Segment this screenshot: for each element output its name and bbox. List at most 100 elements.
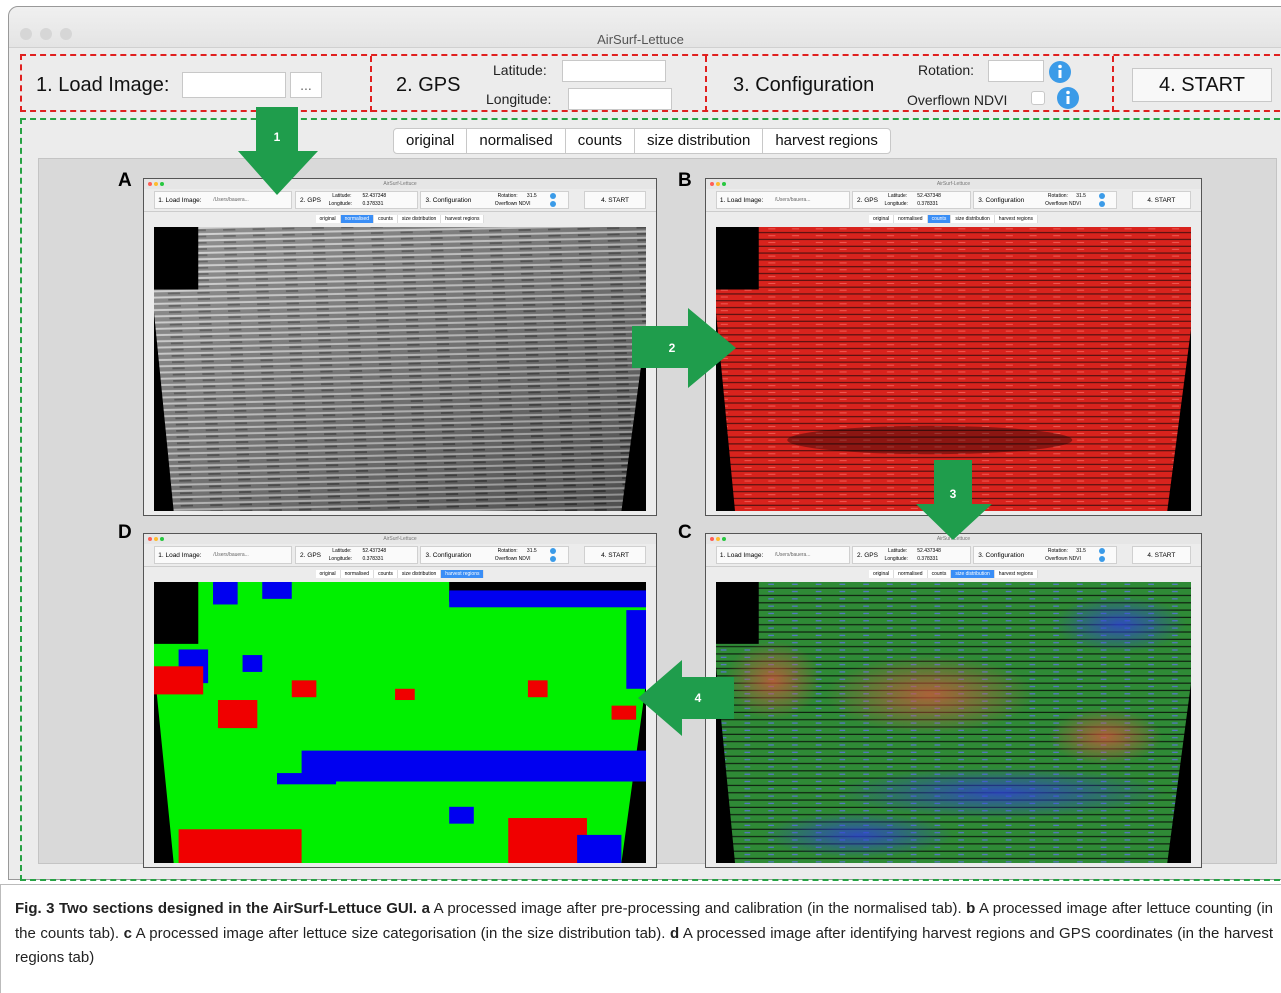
mini-latitude-value: 52.437348 <box>917 548 941 554</box>
info-icon[interactable] <box>1056 86 1080 110</box>
mini-start-button: 4. START <box>1131 191 1192 209</box>
mini-load-section: 1. Load Image: /Users/bauera... <box>715 546 850 564</box>
mini-tab: original <box>869 570 895 578</box>
mini-longitude-label: Longitude: <box>884 201 908 207</box>
mini-start-label: 4. START <box>601 197 629 204</box>
arrow-2: 2 <box>632 308 736 388</box>
mini-rotation-label: Rotation: <box>497 193 518 199</box>
tab[interactable]: original <box>394 129 468 153</box>
mini-tab: size distribution <box>951 570 995 578</box>
tab[interactable]: normalised <box>467 129 566 153</box>
window-minimize[interactable] <box>40 28 52 40</box>
panel-letter: B <box>678 170 692 191</box>
mini-tab: harvest regions <box>441 215 485 223</box>
tab[interactable]: size distribution <box>635 129 764 153</box>
separator <box>705 56 709 112</box>
mini-info-icon <box>550 548 557 554</box>
mini-tab: normalised <box>894 215 928 223</box>
arrow-label: 1 <box>274 130 281 144</box>
longitude-label: Longitude: <box>486 91 552 107</box>
window-zoom[interactable] <box>60 28 72 40</box>
mini-info-icon <box>1098 201 1105 207</box>
mini-start-label: 4. START <box>1147 552 1176 559</box>
mini-path: /Users/bauera... <box>774 552 811 558</box>
mini-rotation-value: 31.5 <box>526 548 537 554</box>
caption-letter: d <box>669 924 680 942</box>
mini-gps-section: 2. GPS Latitude: 52.437348 Longitude: 0.3783… <box>295 191 418 209</box>
mini-info-icon <box>550 193 557 199</box>
load-image-label: 1. Load Image: <box>36 74 170 96</box>
mini-load-section: 1. Load Image: /Users/bauera... <box>154 191 293 209</box>
mini-info-icon <box>1098 193 1105 199</box>
mini-gps-label: 2. GPS <box>300 197 321 204</box>
tab[interactable]: counts <box>566 129 635 153</box>
mini-toolbar: 1. Load Image: /Users/bauera... 2. GPS Lat… <box>706 189 1201 212</box>
mini-tab: normalised <box>340 570 375 578</box>
rotation-label: Rotation: <box>918 62 975 78</box>
mini-load-label: 1. Load Image: <box>158 197 202 204</box>
mini-gps-section: 2. GPS Latitude: 52.437348 Longitude: 0.3783… <box>852 546 971 564</box>
start-button[interactable]: 4. START <box>1132 68 1272 102</box>
mini-latitude-value: 52.437348 <box>362 548 387 554</box>
mini-tab: counts <box>927 570 952 578</box>
latitude-input[interactable] <box>562 60 666 82</box>
figure-caption: Fig. 3 Two sections designed in the AirS… <box>0 884 1281 993</box>
mini-configuration-label: 3. Configuration <box>425 552 472 559</box>
mini-overflown-label: Overflown NDVI <box>494 201 531 207</box>
field-image-graphic <box>154 227 646 511</box>
mini-path: /Users/bauera... <box>213 552 249 558</box>
mini-tab-bar: original normalised counts size distributio… <box>144 212 656 226</box>
field-image <box>716 582 1191 863</box>
mini-gps-section: 2. GPS Latitude: 52.437348 Longitude: 0.3783… <box>852 191 971 209</box>
mini-tab: counts <box>927 215 952 223</box>
arrow-label: 2 <box>669 341 676 355</box>
arrow-label: 4 <box>695 691 702 705</box>
mini-configuration-label: 3. Configuration <box>978 197 1025 204</box>
mini-tab-bar: original normalised counts size distributio… <box>706 212 1201 226</box>
mini-tab: size distribution <box>397 570 442 578</box>
window-title: AirSurf-Lettuce <box>597 32 684 47</box>
longitude-input[interactable] <box>568 88 672 110</box>
mini-window-title: AirSurf-Lettuce <box>936 181 971 187</box>
field-image-graphic <box>716 582 1191 863</box>
caption-letter: a <box>421 900 430 917</box>
mini-longitude-value: 0.378331 <box>362 201 384 207</box>
mini-start-label: 4. START <box>1147 197 1176 204</box>
mini-rotation-value: 31.5 <box>526 193 537 199</box>
separator <box>370 56 374 112</box>
mini-info-icon <box>1098 548 1105 554</box>
mini-tab: harvest regions <box>441 570 485 578</box>
mini-latitude-label: Latitude: <box>332 193 352 199</box>
window-close[interactable] <box>20 28 32 40</box>
image-path-input[interactable] <box>182 72 286 98</box>
mini-tab: harvest regions <box>994 215 1038 223</box>
overflown-checkbox[interactable] <box>1031 91 1045 105</box>
mini-load-section: 1. Load Image: /Users/bauera... <box>154 546 293 564</box>
mini-toolbar: 1. Load Image: /Users/bauera... 2. GPS Lat… <box>706 544 1201 567</box>
mini-start-button: 4. START <box>1131 546 1192 564</box>
rotation-input[interactable] <box>988 60 1044 82</box>
mini-longitude-value: 0.378331 <box>917 556 939 562</box>
tab-bar: original normalised counts size distributio… <box>393 128 891 154</box>
mini-rotation-label: Rotation: <box>1047 548 1068 554</box>
mini-config-section: 3. Configuration Rotation: 31.5 Overflown N… <box>973 191 1117 209</box>
mini-info-icon <box>550 201 557 207</box>
mini-config-section: 3. Configuration Rotation: 31.5 Overflown N… <box>973 546 1117 564</box>
info-icon[interactable] <box>1048 60 1072 84</box>
toolbar-highlight <box>20 54 1281 112</box>
arrow-4: 4 <box>638 660 734 736</box>
mini-title-bar: AirSurf-Lettuce <box>144 534 656 544</box>
mini-start-button: 4. START <box>584 191 646 209</box>
browse-button[interactable]: ... <box>290 72 322 98</box>
mini-gps-label: 2. GPS <box>857 197 878 204</box>
mini-load-label: 1. Load Image: <box>719 197 764 204</box>
mini-tab: counts <box>374 215 398 223</box>
mini-tab: original <box>315 215 341 223</box>
arrow-3: 3 <box>916 460 992 540</box>
tab[interactable]: harvest regions <box>775 132 878 149</box>
screenshot-c: AirSurf-Lettuce 1. Load Image:/Users/bau… <box>705 533 1202 868</box>
panel-letter: A <box>118 170 132 191</box>
mini-title-bar: AirSurf-Lettuce <box>706 179 1201 189</box>
title-bar <box>9 7 1281 48</box>
mini-tab: normalised <box>894 570 928 578</box>
